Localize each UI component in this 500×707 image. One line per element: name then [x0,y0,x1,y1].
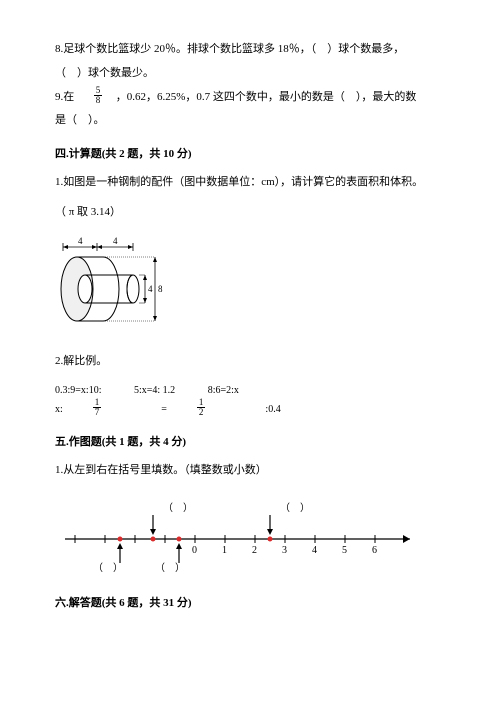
dim-left-label: 4 [78,237,83,246]
question-8-line1: 8.足球个数比篮球少 20％。排球个数比篮球多 18％，（ ）球个数最多， [55,40,445,60]
section-4-q2-title: 2.解比例。 [55,352,445,372]
q9-prefix: 9.在 [55,91,74,103]
red-dot-3 [177,536,182,541]
bracket-bot-2: （ ） [155,562,185,572]
red-dot-1 [118,536,123,541]
section-4-q1a: 1.如图是一种钢制的配件（图中数据单位：cm），请计算它的表面积和体积。 [55,173,445,193]
r4f1d: 7 [93,408,102,417]
section-5-q1: 1.从左到右在括号里填数。（填整数或小数） [55,461,445,481]
ratio-4-f2: 12 [197,398,236,417]
section-5-title: 五.作图题(共 1 题，共 4 分) [55,433,445,453]
question-8-line2: （ ）球个数最少。 [55,64,445,84]
question-9-line1: 9.在 5 8 ，0.62，6.25%，0.7 这四个数中，最小的数是（ ），最… [55,88,445,108]
section-6-title: 六.解答题(共 6 题，共 31 分) [55,594,445,614]
tick-5: 5 [342,545,347,556]
dim-outer-h: 8 [158,284,163,294]
r4f2d: 2 [197,408,206,417]
ratio-4-f1: 17 [93,398,132,417]
ratio-4-prefix: x: [55,401,63,419]
q9-middle: ，0.62，6.25%，0.7 这四个数中，最小的数是（ ），最大的数 [116,91,417,103]
bracket-top-1: （ ） [163,502,193,514]
question-9-line2: 是（ ）。 [55,111,445,131]
tick-3: 3 [282,545,287,556]
ratio-row: 0.3:9=x:10: 5:x=4: 1.2 8:6=2:x x:17 = 12… [55,382,445,419]
red-dot-4 [268,536,273,541]
ratio-2: 5:x=4: 1.2 [134,382,175,400]
ratio-4: x: 17 = 12 :0.4 [55,400,311,419]
tick-4: 4 [312,545,317,556]
tick-1: 1 [222,545,227,556]
cylinder-svg: 4 4 4 8 [55,237,165,327]
q9-fraction: 5 8 [94,86,103,105]
tick-0: 0 [192,545,197,556]
cylinder-figure: 4 4 4 8 [55,237,445,335]
numberline-figure: 0 1 2 3 4 5 6 （ ） （ ） （ ） （ ） [55,497,445,580]
section-4-title: 四.计算题(共 2 题，共 10 分) [55,145,445,165]
ratio-4-suffix: :0.4 [265,401,280,419]
ratio-4-mid: = [161,401,167,419]
tick-2: 2 [252,545,257,556]
dim-inner-h: 4 [148,284,153,294]
q9-frac-den: 8 [94,96,103,105]
red-dot-2 [151,536,156,541]
bracket-bot-1: （ ） [93,562,123,572]
section-4-q1b: （ π 取 3.14） [55,203,445,223]
tick-6: 6 [372,545,377,556]
numberline-svg: 0 1 2 3 4 5 6 （ ） （ ） （ ） （ ） [55,497,425,572]
dim-right-label: 4 [113,237,118,246]
bracket-top-2: （ ） [280,502,310,514]
